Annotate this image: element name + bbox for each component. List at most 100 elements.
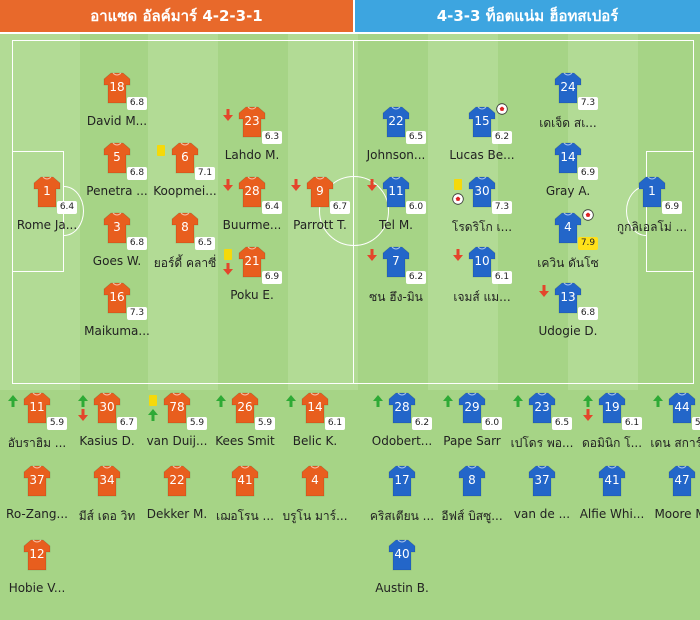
- player-name[interactable]: Johnson...: [366, 148, 426, 162]
- away-player[interactable]: 14 6.9 Gray A.: [526, 142, 610, 206]
- jersey-icon: [598, 465, 626, 497]
- away-sub-player[interactable]: 23 6.5 เปโดร พอ...: [500, 392, 584, 456]
- yellow-card-icon: [224, 249, 232, 260]
- sub-out-arrow-icon: [583, 409, 593, 421]
- player-name[interactable]: Moore M.: [654, 507, 700, 521]
- home-sub-player[interactable]: 14 6.1 Belic K.: [273, 392, 357, 456]
- home-player[interactable]: 18 6.8 David M...: [75, 72, 159, 136]
- away-player[interactable]: 22 6.5 Johnson...: [354, 106, 438, 170]
- player-rating: 5.9: [187, 417, 207, 430]
- player-name[interactable]: เดน สการ์...: [650, 436, 700, 450]
- away-sub-player[interactable]: 47 Moore M.: [640, 465, 700, 529]
- away-sub-player[interactable]: 19 6.1 ดอมินิก โ...: [570, 392, 654, 456]
- player-rating: 6.1: [492, 271, 512, 284]
- jersey-icon: [598, 392, 626, 424]
- away-sub-player[interactable]: 41 Alfie Whi...: [570, 465, 654, 529]
- away-sub-player[interactable]: 8 อีฟส์ บิสซู...: [430, 465, 514, 529]
- home-sub-player[interactable]: 34 มีส์ เดอ วิท: [65, 465, 149, 529]
- player-rating: 6.2: [492, 131, 512, 144]
- player-rating: 6.9: [262, 271, 282, 284]
- player-name[interactable]: Belic K.: [292, 434, 338, 448]
- player-name[interactable]: Austin B.: [375, 581, 429, 595]
- away-sub-player[interactable]: 40 Austin B.: [360, 539, 444, 603]
- jersey-number: 8: [468, 473, 476, 487]
- away-sub-player[interactable]: 445.9 เดน สการ์...: [640, 392, 700, 456]
- pitch-stripe: [148, 34, 218, 390]
- home-sub-player[interactable]: 26 5.9 Kees Smit: [203, 392, 287, 456]
- player-name[interactable]: กูกลิเอลโม่ ...: [616, 220, 688, 234]
- player-name[interactable]: Lucas Be...: [449, 148, 515, 162]
- jersey-icon: [554, 212, 582, 244]
- player-name[interactable]: Hobie V...: [8, 581, 66, 595]
- home-sub-player[interactable]: 37 Ro-Zang...: [0, 465, 79, 529]
- home-sub-player[interactable]: 78 5.9 van Duij...: [135, 392, 219, 456]
- player-rating: 6.0: [482, 417, 502, 430]
- home-player[interactable]: 23 6.3 Lahdo M.: [210, 106, 294, 170]
- home-sub-player[interactable]: 12 Hobie V...: [0, 539, 79, 603]
- home-player[interactable]: 8 6.5 ยอร์ดี้ คลาซี่: [143, 212, 227, 276]
- jersey-icon: [23, 465, 51, 497]
- jersey-number: 10: [474, 254, 490, 268]
- away-player[interactable]: 13 6.8 Udogie D.: [526, 282, 610, 346]
- home-player[interactable]: 9 6.7 Parrott T.: [278, 176, 362, 240]
- home-player[interactable]: 28 6.4 Buurme...: [210, 176, 294, 240]
- jersey-icon: [382, 106, 410, 138]
- player-name[interactable]: เดเจ็ด สเ...: [539, 116, 597, 130]
- home-sub-player[interactable]: 22 Dekker M.: [135, 465, 219, 529]
- player-name[interactable]: Maikuma...: [84, 324, 150, 338]
- jersey-number: 24: [560, 80, 576, 94]
- home-sub-player[interactable]: 41 เฌอโรน ...: [203, 465, 287, 529]
- away-player[interactable]: 1 6.9 กูกลิเอลโม่ ...: [610, 176, 694, 240]
- player-name[interactable]: เจมส์ แม...: [453, 290, 511, 304]
- home-player[interactable]: 3 6.8 Goes W.: [75, 212, 159, 276]
- player-name[interactable]: Udogie D.: [538, 324, 598, 338]
- home-team-header[interactable]: อาแซด อัลค์มาร์ 4-2-3-1: [0, 0, 353, 32]
- player-rating: 5.9: [255, 417, 275, 430]
- away-sub-player[interactable]: 37 van de ...: [500, 465, 584, 529]
- away-player[interactable]: 30 7.3 โรดริโก เ...: [440, 176, 524, 240]
- jersey-icon: [668, 392, 696, 424]
- jersey-icon: [468, 246, 496, 278]
- player-name[interactable]: Gray A.: [545, 184, 591, 198]
- player-name[interactable]: David M...: [86, 114, 148, 128]
- home-sub-player[interactable]: 30 6.7 Kasius D.: [65, 392, 149, 456]
- home-sub-player[interactable]: 4 บรูโน มาร์...: [273, 465, 357, 529]
- player-rating: 7.3: [127, 307, 147, 320]
- home-player[interactable]: 1 6.4 Rome Ja...: [5, 176, 89, 240]
- away-player[interactable]: 24 7.3 เดเจ็ด สเ...: [526, 72, 610, 136]
- player-name[interactable]: โรดริโก เ...: [451, 220, 513, 234]
- player-name[interactable]: เควิน ดันโซ: [537, 256, 599, 270]
- away-player[interactable]: 10 6.1 เจมส์ แม...: [440, 246, 524, 310]
- jersey-icon: [238, 106, 266, 138]
- home-player[interactable]: 16 7.3 Maikuma...: [75, 282, 159, 346]
- player-rating: 6.2: [412, 417, 432, 430]
- away-sub-player[interactable]: 17 คริสเตียน ...: [360, 465, 444, 529]
- player-rating: 6.9: [578, 167, 598, 180]
- jersey-number: 29: [464, 400, 480, 414]
- jersey-icon: [528, 465, 556, 497]
- away-player[interactable]: 4 7.9 เควิน ดันโซ: [526, 209, 610, 276]
- sub-in-arrow-icon: [78, 395, 88, 407]
- away-sub-player[interactable]: 29 6.0 Pape Sarr: [430, 392, 514, 456]
- home-player[interactable]: 21 6.9 Poku E.: [210, 246, 294, 310]
- jersey-icon: [103, 72, 131, 104]
- away-player[interactable]: 15 6.2 Lucas Be...: [440, 103, 524, 170]
- jersey-icon: [23, 392, 51, 424]
- jersey-icon: [93, 465, 121, 497]
- away-sub-player[interactable]: 28 6.2 Odobert...: [360, 392, 444, 456]
- home-player[interactable]: 5 6.8 Penetra ...: [75, 142, 159, 206]
- player-name[interactable]: บรูโน มาร์...: [282, 509, 348, 523]
- away-player[interactable]: 11 6.0 Tel M.: [354, 176, 438, 240]
- sub-in-arrow-icon: [216, 395, 226, 407]
- player-name[interactable]: Poku E.: [230, 288, 274, 302]
- jersey-number: 28: [244, 184, 260, 198]
- player-name[interactable]: ซน ฮึง-มิน: [369, 290, 423, 304]
- home-player[interactable]: 6 7.1 Koopmei...: [143, 142, 227, 206]
- player-name[interactable]: Lahdo M.: [224, 148, 280, 162]
- home-sub-player[interactable]: 11 5.9 อับราฮิม ...: [0, 392, 79, 456]
- player-rating: 7.1: [195, 167, 215, 180]
- away-player[interactable]: 7 6.2 ซน ฮึง-มิน: [354, 246, 438, 310]
- player-name[interactable]: Tel M.: [379, 218, 413, 232]
- jersey-icon: [231, 392, 259, 424]
- away-team-header[interactable]: 4-3-3 ท็อตแน่ม ฮ็อทสเปอร์: [355, 0, 700, 32]
